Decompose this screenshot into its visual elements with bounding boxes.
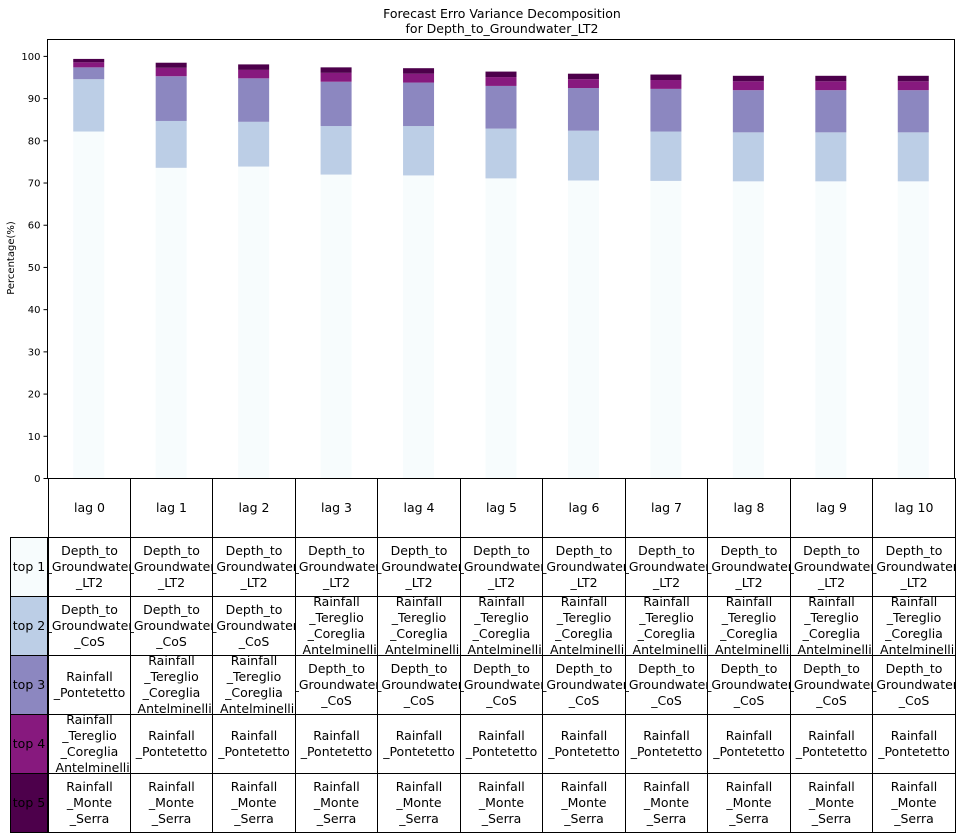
bar-segment-lag8-top4 [732, 81, 764, 91]
bar-segment-lag5-top3 [485, 85, 517, 129]
bar-segment-lag3-top4 [320, 72, 352, 82]
chart-title-line-1: Forecast Erro Variance Decomposition [383, 6, 621, 21]
bar-segment-lag1-top3 [155, 76, 187, 121]
y-tick-label: 30 [28, 347, 41, 358]
bar-segment-lag10-top5 [897, 75, 929, 82]
bar-segment-lag9-top4 [815, 81, 847, 91]
bar-segment-lag9-top2 [815, 132, 847, 182]
bar-segment-lag2-top5 [238, 64, 270, 70]
bar-segment-lag6-top4 [567, 79, 599, 89]
bar-segment-lag5-top2 [485, 128, 517, 179]
bar-segment-lag0-top2 [73, 79, 105, 132]
bar-segment-lag6-top3 [567, 88, 599, 131]
bar-segment-lag1-top5 [155, 62, 187, 68]
bar-segment-lag0-top1 [73, 131, 105, 479]
bar-segment-lag4-top4 [403, 73, 435, 83]
bar-segment-lag1-top2 [155, 120, 187, 168]
bar-segment-lag7-top3 [650, 88, 682, 132]
bar-segment-lag8-top1 [732, 181, 764, 479]
y-tick-label: 60 [28, 221, 41, 232]
bars-group [73, 58, 929, 479]
y-tick-label: 40 [28, 305, 41, 316]
y-axis: 0 10 20 30 40 50 60 70 80 90 100 [21, 52, 48, 485]
bar-segment-lag3-top2 [320, 126, 352, 175]
bar-segment-lag3-top5 [320, 67, 352, 73]
bar-segment-lag3-top3 [320, 81, 352, 127]
bar-segment-lag7-top1 [650, 180, 682, 479]
bar-segment-lag1-top1 [155, 167, 187, 479]
y-tick-label: 20 [28, 390, 41, 401]
bar-segment-lag1-top4 [155, 67, 187, 77]
bar-segment-lag0-top3 [73, 67, 105, 80]
bar-segment-lag7-top5 [650, 74, 682, 81]
bar-segment-lag4-top2 [403, 126, 435, 176]
y-tick-label: 0 [34, 474, 40, 485]
bar-segment-lag6-top5 [567, 73, 599, 80]
bar-segment-lag5-top5 [485, 71, 517, 78]
bar-segment-lag2-top1 [238, 166, 270, 479]
y-tick-label: 80 [28, 136, 41, 147]
bar-segment-lag8-top2 [732, 132, 764, 182]
bar-segment-lag4-top1 [403, 175, 435, 479]
bar-segment-lag6-top1 [567, 180, 599, 479]
bar-segment-lag2-top2 [238, 121, 270, 167]
bar-segment-lag6-top2 [567, 130, 599, 181]
bar-segment-lag9-top3 [815, 90, 847, 133]
y-axis-label: Percentage(%) [6, 221, 17, 295]
bar-segment-lag2-top4 [238, 69, 270, 79]
bar-segment-lag10-top1 [897, 181, 929, 479]
bar-segment-lag0-top5 [73, 58, 105, 63]
bar-segment-lag4-top5 [403, 68, 435, 74]
bar-segment-lag10-top3 [897, 90, 929, 133]
y-tick-label: 100 [21, 52, 40, 63]
y-tick-label: 90 [28, 94, 41, 105]
bar-segment-lag8-top5 [732, 75, 764, 82]
bar-segment-lag9-top1 [815, 181, 847, 479]
bar-segment-lag7-top2 [650, 131, 682, 181]
y-tick-label: 50 [28, 263, 41, 274]
bar-segment-lag7-top4 [650, 80, 682, 89]
bar-segment-lag4-top3 [403, 82, 435, 127]
bar-segment-lag10-top2 [897, 132, 929, 182]
bar-segment-lag5-top1 [485, 178, 517, 479]
bar-segment-lag3-top1 [320, 174, 352, 479]
y-tick-label: 10 [28, 432, 41, 443]
chart-title-line-2: for Depth_to_Groundwater_LT2 [406, 21, 599, 36]
bar-segment-lag0-top4 [73, 62, 105, 68]
bar-segment-lag8-top3 [732, 90, 764, 133]
bar-segment-lag2-top3 [238, 78, 270, 122]
bar-segment-lag5-top4 [485, 77, 517, 86]
y-tick-label: 70 [28, 179, 41, 190]
bar-segment-lag10-top4 [897, 81, 929, 91]
bar-segment-lag9-top5 [815, 75, 847, 82]
